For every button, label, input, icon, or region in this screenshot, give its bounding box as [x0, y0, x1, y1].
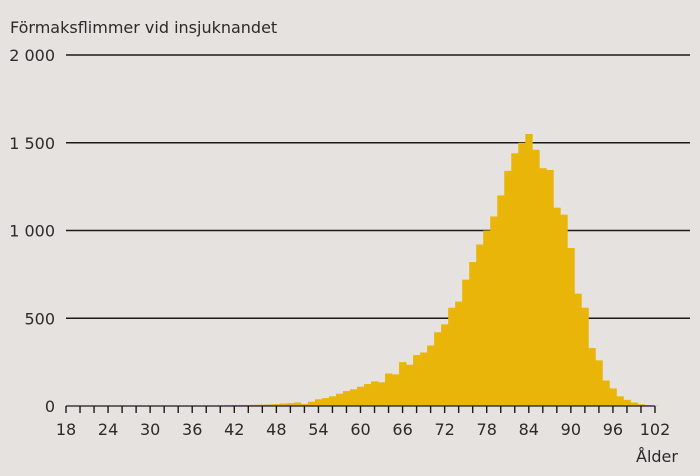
x-tick-label: 78	[477, 420, 497, 439]
histogram-bar	[623, 399, 631, 406]
histogram-bar	[420, 352, 428, 406]
x-tick-label: 18	[56, 420, 76, 439]
chart-title: Förmaksflimmer vid insjuknandet	[10, 18, 277, 37]
histogram-bar	[546, 169, 554, 406]
x-tick-label: 102	[640, 420, 671, 439]
y-tick-label: 1 000	[9, 222, 55, 241]
histogram-bar	[286, 403, 295, 406]
histogram-bar	[637, 404, 645, 406]
x-axis-label: Ålder	[636, 447, 678, 466]
x-tick-label: 36	[182, 420, 202, 439]
histogram-bar	[272, 404, 281, 406]
histogram-bar	[560, 214, 568, 406]
x-tick-label: 90	[561, 420, 581, 439]
histogram-bar	[434, 332, 442, 406]
grid-layer	[66, 54, 690, 319]
histogram-bar	[413, 355, 421, 406]
histogram-bar	[335, 393, 344, 406]
histogram-bar	[448, 307, 456, 406]
x-tick-label: 72	[434, 420, 454, 439]
histogram-bar	[328, 396, 337, 406]
histogram-bar	[616, 396, 624, 406]
histogram-bar	[553, 207, 561, 406]
histogram-bar	[483, 230, 491, 406]
x-tick-label: 42	[224, 420, 244, 439]
histogram-bar	[356, 386, 365, 406]
histogram-bar	[511, 153, 519, 406]
bar-layer	[216, 133, 659, 407]
axis-layer: 0 500 1 000 1 500 2 000 18 24 30 36 42 48 54 60 66 72 7…	[9, 46, 670, 439]
histogram-bar	[321, 398, 330, 406]
histogram-bar	[588, 348, 596, 406]
x-tick-label: 66	[392, 420, 412, 439]
histogram-bar	[399, 362, 407, 407]
histogram-bar	[265, 404, 274, 406]
histogram-bar	[609, 388, 617, 406]
histogram-bar	[349, 389, 358, 406]
y-tick-label: 2 000	[9, 46, 55, 65]
histogram-bar	[497, 195, 505, 406]
histogram-bar	[258, 404, 267, 406]
histogram-bar	[469, 262, 477, 406]
x-tick-label: 84	[519, 420, 539, 439]
histogram-bar	[251, 404, 260, 406]
x-tick-label: 48	[266, 420, 286, 439]
y-tick-label: 0	[45, 397, 55, 416]
histogram-bar	[392, 374, 400, 406]
histogram-bar	[342, 391, 351, 406]
histogram-bar	[441, 324, 449, 406]
x-tick-label: 60	[350, 420, 370, 439]
histogram-bar	[279, 403, 288, 406]
histogram-bar	[574, 293, 582, 406]
histogram-bar	[406, 364, 414, 406]
histogram-bar	[602, 380, 610, 406]
histogram-bar	[314, 399, 323, 406]
histogram-bar	[364, 384, 372, 406]
histogram-bar	[567, 248, 575, 406]
x-tick-label: 96	[603, 420, 623, 439]
histogram-bar	[525, 133, 533, 407]
histogram-bar	[518, 142, 526, 406]
histogram-bar	[490, 216, 498, 406]
histogram-bar	[532, 149, 540, 406]
histogram-bar	[307, 401, 316, 406]
histogram-bar	[378, 382, 386, 406]
histogram-bar	[455, 301, 463, 406]
x-tick-label: 24	[98, 420, 118, 439]
histogram-bar	[385, 373, 393, 406]
histogram-bar	[581, 307, 589, 406]
y-tick-label: 500	[24, 309, 55, 328]
x-tick-label: 30	[140, 420, 160, 439]
histogram-bar	[300, 403, 309, 406]
histogram-bar	[630, 402, 638, 406]
histogram-bar	[462, 279, 470, 406]
histogram-bar	[476, 244, 484, 406]
histogram-bar	[504, 170, 512, 406]
y-tick-label: 1 500	[9, 134, 55, 153]
histogram-bar	[293, 402, 302, 406]
histogram-bar	[595, 360, 603, 406]
x-tick-label: 54	[308, 420, 328, 439]
histogram-bar	[371, 381, 379, 406]
histogram-bar	[427, 345, 435, 406]
histogram-bar	[539, 168, 547, 406]
